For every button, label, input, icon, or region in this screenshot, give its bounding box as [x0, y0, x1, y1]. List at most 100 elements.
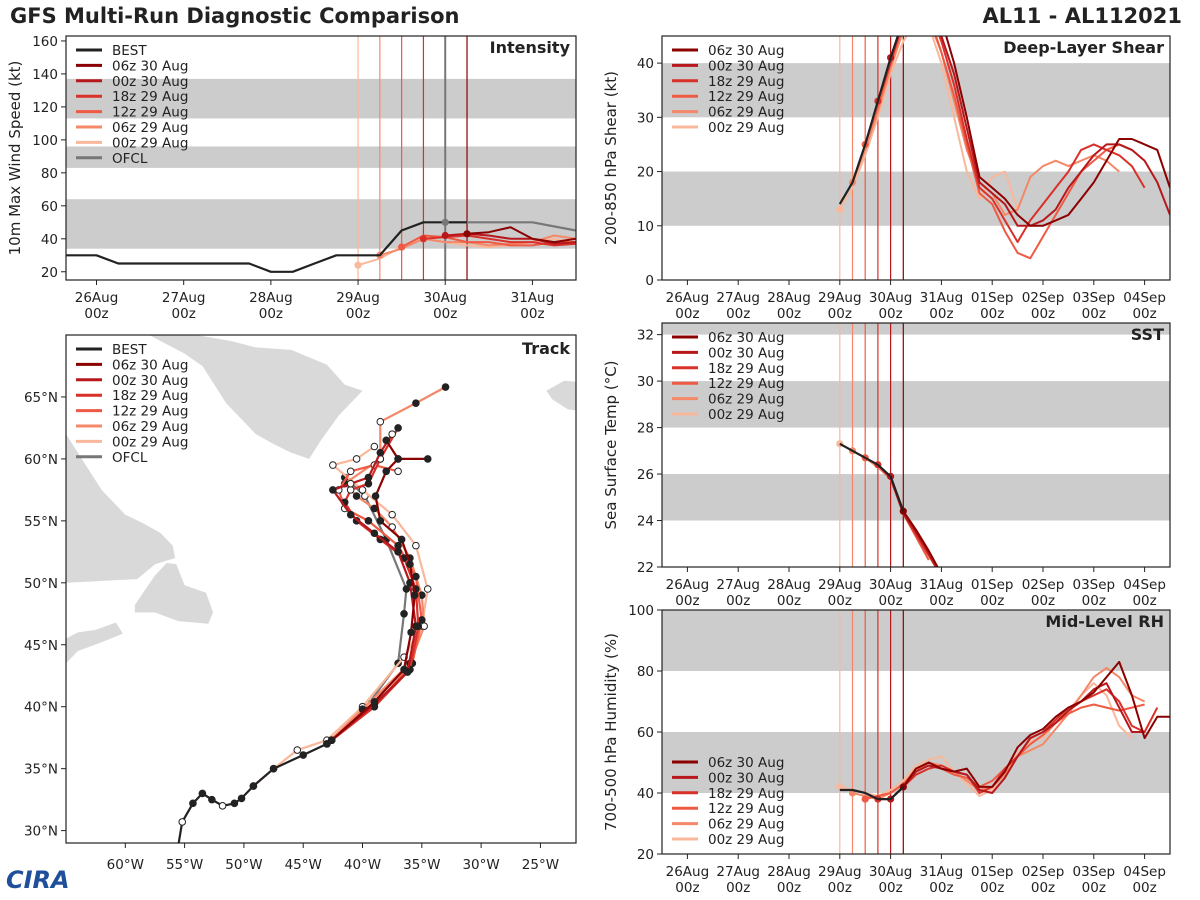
shear-ytick-label: 0 — [645, 273, 654, 289]
shear-plot-area — [662, 36, 1170, 280]
rh-legend-label: 12z 29 Aug — [708, 801, 784, 817]
rh-legend-label: 00z 30 Aug — [708, 770, 784, 786]
nova-scotia-land — [66, 622, 123, 664]
rh-xtick-label: 30Aug 00z — [869, 864, 913, 896]
track-position-marker — [406, 560, 414, 569]
track-legend-label: OFCL — [112, 450, 148, 466]
track-position-marker — [346, 510, 355, 519]
rh-series-start-point — [861, 795, 869, 803]
storm-id: AL11 - AL112021 — [982, 4, 1183, 28]
rh-xtick-label: 31Aug 00z — [920, 864, 964, 896]
shear-xtick-label: 26Aug 00z — [666, 290, 710, 322]
rh-xtick-label: 04Sep 00z — [1123, 864, 1166, 896]
sst-series-line — [902, 510, 939, 567]
sst-xtick-label: 03Sep 00z — [1072, 577, 1115, 609]
track-line — [252, 445, 429, 787]
track-position-marker — [208, 795, 216, 804]
shear-frame — [661, 35, 1171, 281]
track-position-marker — [299, 751, 308, 759]
rh-xtick-label: 03Sep 00z — [1072, 864, 1115, 896]
track-position-marker — [423, 585, 432, 593]
track-position-marker — [388, 430, 396, 438]
sst-band-0 — [662, 474, 1170, 521]
track-position-marker — [370, 697, 379, 706]
track-position-marker — [352, 455, 361, 463]
shear-ytick-label: 10 — [637, 219, 654, 235]
rh-series-start-point — [836, 783, 844, 791]
rh-series-line — [839, 786, 905, 801]
track-frame — [65, 334, 577, 844]
track-ytick-label: 35°N — [24, 762, 58, 778]
sst-ytick-label: 28 — [637, 421, 654, 437]
track-xtick-label: 25°W — [522, 857, 559, 873]
track-position-marker — [423, 455, 432, 463]
track-ytick-label: 50°N — [24, 576, 58, 592]
sst-band-2 — [662, 323, 1170, 335]
sst-ytick-label: 26 — [637, 467, 654, 483]
track-position-marker — [394, 541, 402, 550]
intensity-series-line — [357, 237, 576, 267]
track-position-marker — [178, 818, 187, 826]
track-legend-label: 12z 29 Aug — [112, 404, 188, 420]
track-position-marker — [394, 467, 402, 476]
rh-band-1 — [662, 610, 1170, 671]
rh-legend-label: 00z 29 Aug — [708, 832, 784, 848]
sst-xtick-label: 28Aug 00z — [767, 577, 811, 609]
intensity-band-0 — [66, 199, 576, 249]
intensity-ylabel: 10m Max Wind Speed (kt) — [6, 61, 24, 256]
track-position-marker — [400, 609, 408, 618]
sst-legend-label: 18z 29 Aug — [708, 361, 784, 377]
intensity-ytick-label: 80 — [41, 166, 58, 182]
track-position-marker — [218, 802, 227, 810]
intensity-series-line — [401, 234, 576, 248]
track-position-marker — [418, 616, 426, 624]
sst-ytick-label: 32 — [637, 328, 654, 344]
track-position-marker — [323, 740, 331, 748]
track-position-marker — [364, 479, 373, 488]
track-position-marker — [329, 461, 337, 469]
intensity-ytick-label: 140 — [32, 67, 58, 83]
track-xtick-label: 35°W — [403, 857, 440, 873]
track-xtick-label: 45°W — [285, 857, 322, 873]
intensity-frame — [65, 35, 577, 281]
shear-band-1 — [662, 63, 1170, 118]
rh-xtick-label: 27Aug 00z — [716, 864, 760, 896]
rh-xtick-label: 29Aug 00z — [818, 864, 862, 896]
shear-xtick-label: 27Aug 00z — [716, 290, 760, 322]
sst-plot-area — [662, 323, 1170, 567]
shear-series-line — [945, 36, 1170, 227]
shear-legend-label: 06z 30 Aug — [708, 43, 784, 59]
track-position-marker — [407, 628, 415, 637]
track-ytick-label: 65°N — [24, 390, 58, 406]
intensity-series-start-point — [354, 261, 362, 269]
intensity-xtick-label: 26Aug 00z — [75, 290, 119, 322]
track-position-marker — [198, 789, 207, 798]
track-ytick-label: 40°N — [24, 700, 58, 716]
rh-band-0 — [662, 732, 1170, 793]
intensity-legend-label: 00z 29 Aug — [112, 135, 188, 151]
track-panel-title: Track — [522, 339, 570, 358]
track-position-marker — [441, 383, 450, 391]
shear-ytick-label: 30 — [637, 110, 654, 126]
greenland-land — [149, 335, 363, 459]
shear-legend-label: 06z 29 Aug — [708, 105, 784, 121]
shear-ylabel: 200-850 hPa Shear (kt) — [602, 71, 620, 245]
track-position-marker — [382, 436, 391, 445]
intensity-legend-label: 06z 30 Aug — [112, 58, 188, 74]
intensity-panel-title: Intensity — [490, 38, 571, 57]
rh-ytick-label: 100 — [628, 603, 654, 619]
rh-ytick-label: 60 — [637, 725, 654, 741]
intensity-series-line — [445, 232, 576, 245]
track-position-marker — [370, 529, 379, 538]
shear-xtick-label: 29Aug 00z — [818, 290, 862, 322]
shear-xtick-label: 04Sep 00z — [1123, 290, 1166, 322]
intensity-series-line — [423, 234, 576, 247]
track-position-marker — [412, 572, 420, 581]
track-position-marker — [346, 467, 355, 476]
sst-ytick-label: 22 — [637, 560, 654, 576]
track-xtick-label: 40°W — [344, 857, 381, 873]
track-position-marker — [293, 746, 302, 754]
sst-frame — [661, 322, 1171, 568]
sst-xtick-label: 27Aug 00z — [716, 577, 760, 609]
rh-xtick-label: 28Aug 00z — [767, 864, 811, 896]
